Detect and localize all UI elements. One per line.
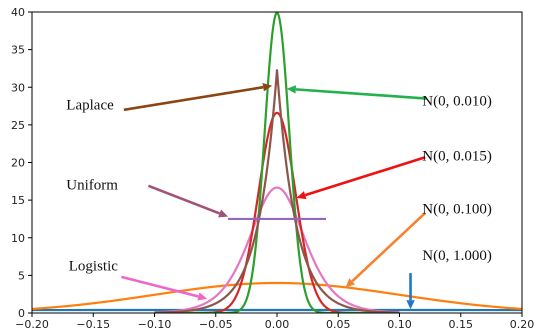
annotation-arrow-n-0-0-015 xyxy=(304,155,426,197)
x-tick-label: −0.15 xyxy=(76,318,110,331)
x-tick-label: 0.20 xyxy=(510,318,535,331)
x-tick-label: −0.05 xyxy=(199,318,233,331)
series-line-logistic xyxy=(153,186,401,313)
annotation-n-0-0-010: N(0, 0.010) xyxy=(286,85,492,110)
annotation-arrowhead-logistic xyxy=(197,292,208,301)
annotation-n-0-1-000: N(0, 1.000) xyxy=(406,248,492,310)
annotation-arrowhead-n-0-0-010 xyxy=(286,85,297,94)
x-tick-label: 0.05 xyxy=(326,318,351,331)
y-tick-label: 40 xyxy=(11,6,25,19)
annotations: Laplace N(0, 0.010) N(0, 0.015) Uniform N(0,… xyxy=(66,83,492,310)
x-tick-label: 0.00 xyxy=(265,318,290,331)
annotation-laplace: Laplace xyxy=(66,83,273,114)
annotation-label-uniform: Uniform xyxy=(66,177,118,193)
y-tick-label: 5 xyxy=(18,269,25,282)
y-tick-label: 35 xyxy=(11,44,25,57)
series-line-laplace xyxy=(153,69,401,313)
annotation-arrow-n-0-0-100 xyxy=(351,211,427,283)
series-line-n-0-0-010 xyxy=(153,12,401,313)
y-tick-label: 15 xyxy=(11,194,25,207)
annotation-label-n-0-0-100: N(0, 0.100) xyxy=(422,201,492,217)
annotation-label-laplace: Laplace xyxy=(66,98,114,114)
annotation-arrow-laplace xyxy=(123,85,264,112)
x-tick-label: 0.10 xyxy=(387,318,412,331)
annotation-arrowhead-n-0-1-000 xyxy=(406,300,415,310)
y-tick-label: 10 xyxy=(11,232,25,245)
annotation-logistic: Logistic xyxy=(69,259,208,301)
y-tick-label: 0 xyxy=(18,307,25,320)
annotation-uniform: Uniform xyxy=(66,177,228,218)
annotation-n-0-0-015: N(0, 0.015) xyxy=(296,149,492,200)
x-tick-label: −0.10 xyxy=(138,318,172,331)
annotation-label-n-0-0-010: N(0, 0.010) xyxy=(422,94,492,110)
annotation-arrow-uniform xyxy=(147,184,221,215)
series-line-n-0-0-100 xyxy=(32,281,522,311)
annotation-arrow-logistic xyxy=(121,275,199,298)
x-tick-label: 0.15 xyxy=(449,318,474,331)
annotation-n-0-0-100: N(0, 0.100) xyxy=(345,201,492,288)
axes: −0.20 −0.15 −0.10 −0.05 0.00 0.05 0.10 0.15 0.20… xyxy=(11,6,534,331)
annotation-arrowhead-laplace xyxy=(262,83,273,92)
y-tick-label: 25 xyxy=(11,119,25,132)
annotation-arrowhead-n-0-0-100 xyxy=(345,278,356,288)
x-tick-label: −0.20 xyxy=(15,318,49,331)
annotation-arrowhead-n-0-0-015 xyxy=(296,191,307,200)
annotation-arrowhead-uniform xyxy=(218,209,228,218)
annotation-label-n-0-1-000: N(0, 1.000) xyxy=(422,248,492,264)
annotation-label-n-0-0-015: N(0, 0.015) xyxy=(422,149,492,165)
annotation-arrow-n-0-0-010 xyxy=(295,88,427,100)
y-tick-label: 30 xyxy=(11,81,25,94)
y-tick-label: 20 xyxy=(11,157,25,170)
annotation-label-logistic: Logistic xyxy=(69,259,119,275)
